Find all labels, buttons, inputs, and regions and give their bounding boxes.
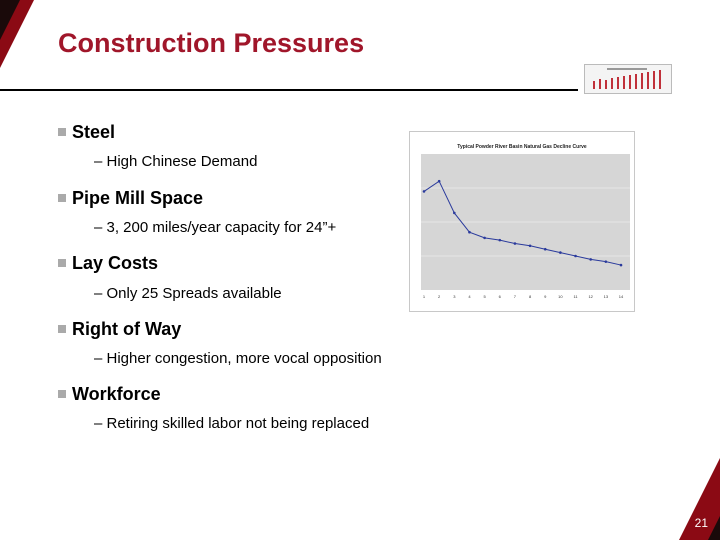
data-point	[468, 230, 471, 234]
x-tick-label: 8	[529, 294, 532, 299]
bullet-marker	[58, 259, 66, 267]
data-point	[574, 254, 577, 258]
x-tick-label: 2	[438, 294, 441, 299]
data-point	[604, 260, 608, 263]
data-point	[422, 190, 426, 193]
data-point	[483, 236, 486, 240]
chart-title: Typical Powder River Basin Natural Gas D…	[457, 144, 587, 150]
decline-curve-chart: Typical Powder River Basin Natural Gas D…	[409, 131, 635, 312]
data-point	[589, 258, 592, 261]
x-tick-label: 6	[499, 294, 502, 299]
bullet-workforce: Workforce	[72, 384, 161, 404]
sub-bullet-workforce: – Retiring skilled labor not being repla…	[94, 415, 370, 432]
x-tick-label: 14	[619, 294, 624, 299]
x-tick-label: 10	[558, 294, 563, 299]
bullet-marker	[58, 390, 66, 398]
bullet-steel: Steel	[72, 122, 116, 142]
slide-title: Construction Pressures	[58, 28, 365, 58]
sub-bullet-steel: – High Chinese Demand	[94, 153, 258, 170]
sub-bullet-right-of-way: – Higher congestion, more vocal oppositi…	[94, 350, 382, 367]
data-point	[543, 247, 547, 251]
bullet-marker	[58, 194, 66, 202]
x-tick-label: 7	[514, 294, 517, 299]
bullet-marker	[58, 325, 66, 333]
data-point	[453, 211, 456, 215]
x-tick-label: 11	[573, 294, 578, 299]
bullet-pipe-mill: Pipe Mill Space	[72, 188, 204, 208]
x-tick-label: 5	[483, 294, 486, 299]
corner-decoration-top-dark	[0, 0, 20, 40]
chart-thumbnail	[584, 64, 672, 94]
x-tick-label: 1	[423, 294, 426, 299]
title-divider	[0, 89, 578, 91]
sub-bullet-lay-costs: – Only 25 Spreads available	[94, 285, 282, 302]
data-point	[498, 238, 502, 242]
data-point	[559, 251, 562, 254]
data-point	[528, 244, 532, 248]
bullet-right-of-way: Right of Way	[72, 319, 182, 339]
corner-decoration-bottom-dark	[708, 516, 720, 540]
x-tick-label: 3	[453, 294, 456, 299]
data-point	[619, 263, 623, 267]
x-tick-label: 13	[604, 294, 609, 299]
series-line	[423, 180, 622, 266]
x-tick-label: 9	[544, 294, 547, 299]
x-tick-label: 4	[468, 294, 471, 299]
page-number: 21	[694, 516, 708, 530]
bullet-marker	[58, 128, 66, 136]
bullet-lay-costs: Lay Costs	[72, 253, 159, 273]
x-tick-label: 12	[588, 294, 593, 299]
sub-bullet-pipe-mill: – 3, 200 miles/year capacity for 24”+	[94, 219, 337, 236]
data-point	[437, 179, 441, 183]
data-point	[513, 242, 517, 245]
